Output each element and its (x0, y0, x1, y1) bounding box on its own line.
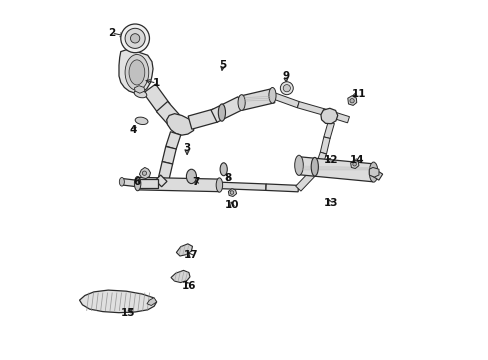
Polygon shape (122, 179, 138, 187)
Polygon shape (137, 177, 219, 192)
Ellipse shape (216, 178, 222, 192)
Polygon shape (271, 92, 299, 108)
Polygon shape (239, 89, 274, 110)
Polygon shape (80, 290, 156, 313)
Polygon shape (320, 137, 329, 154)
Circle shape (142, 171, 146, 175)
Polygon shape (171, 270, 190, 283)
Polygon shape (219, 182, 265, 190)
Polygon shape (295, 165, 320, 191)
Circle shape (349, 99, 353, 103)
Polygon shape (162, 147, 176, 164)
Text: 16: 16 (182, 281, 196, 291)
Polygon shape (322, 109, 349, 123)
Polygon shape (139, 167, 150, 179)
Ellipse shape (119, 177, 124, 186)
Polygon shape (265, 184, 298, 192)
Polygon shape (165, 132, 181, 149)
Text: 1: 1 (153, 78, 160, 88)
Polygon shape (134, 86, 144, 93)
Polygon shape (320, 108, 337, 124)
Circle shape (121, 24, 149, 53)
Text: 12: 12 (323, 155, 337, 165)
Text: 13: 13 (323, 198, 337, 208)
Text: 11: 11 (351, 89, 366, 99)
Circle shape (130, 34, 140, 43)
Text: 10: 10 (224, 200, 239, 210)
Text: 6: 6 (133, 177, 140, 187)
Circle shape (280, 82, 293, 95)
Polygon shape (188, 109, 217, 129)
Ellipse shape (218, 104, 225, 121)
Text: 15: 15 (121, 309, 135, 318)
Circle shape (125, 28, 145, 48)
Polygon shape (297, 157, 374, 182)
Ellipse shape (238, 95, 244, 111)
Ellipse shape (135, 117, 148, 125)
Text: 3: 3 (183, 143, 190, 153)
Text: 9: 9 (282, 71, 289, 81)
Polygon shape (143, 84, 169, 113)
Polygon shape (297, 102, 324, 115)
Polygon shape (315, 152, 326, 168)
Circle shape (352, 162, 356, 166)
Polygon shape (147, 298, 156, 306)
Circle shape (230, 191, 233, 194)
Polygon shape (368, 167, 378, 177)
Ellipse shape (129, 60, 144, 85)
Ellipse shape (294, 155, 303, 175)
Text: 2: 2 (108, 28, 115, 38)
Polygon shape (370, 169, 382, 180)
Text: 5: 5 (219, 60, 226, 70)
Polygon shape (176, 244, 192, 256)
Polygon shape (158, 162, 172, 179)
Polygon shape (137, 179, 158, 188)
Ellipse shape (186, 169, 196, 184)
Polygon shape (350, 160, 358, 168)
Text: 17: 17 (183, 250, 198, 260)
Polygon shape (119, 50, 153, 93)
Polygon shape (166, 114, 194, 135)
Ellipse shape (368, 162, 377, 182)
Text: 8: 8 (224, 173, 231, 183)
Ellipse shape (220, 163, 227, 176)
Polygon shape (323, 122, 334, 139)
Text: 14: 14 (349, 155, 364, 165)
Text: 4: 4 (129, 125, 137, 135)
Ellipse shape (268, 87, 276, 103)
Text: 7: 7 (192, 177, 200, 187)
Ellipse shape (125, 54, 148, 90)
Ellipse shape (134, 90, 146, 98)
Circle shape (283, 85, 290, 92)
Polygon shape (228, 189, 236, 197)
Polygon shape (347, 96, 356, 105)
Ellipse shape (134, 176, 141, 191)
Ellipse shape (310, 157, 318, 176)
Polygon shape (211, 97, 244, 122)
Polygon shape (156, 102, 182, 128)
Polygon shape (155, 175, 166, 187)
